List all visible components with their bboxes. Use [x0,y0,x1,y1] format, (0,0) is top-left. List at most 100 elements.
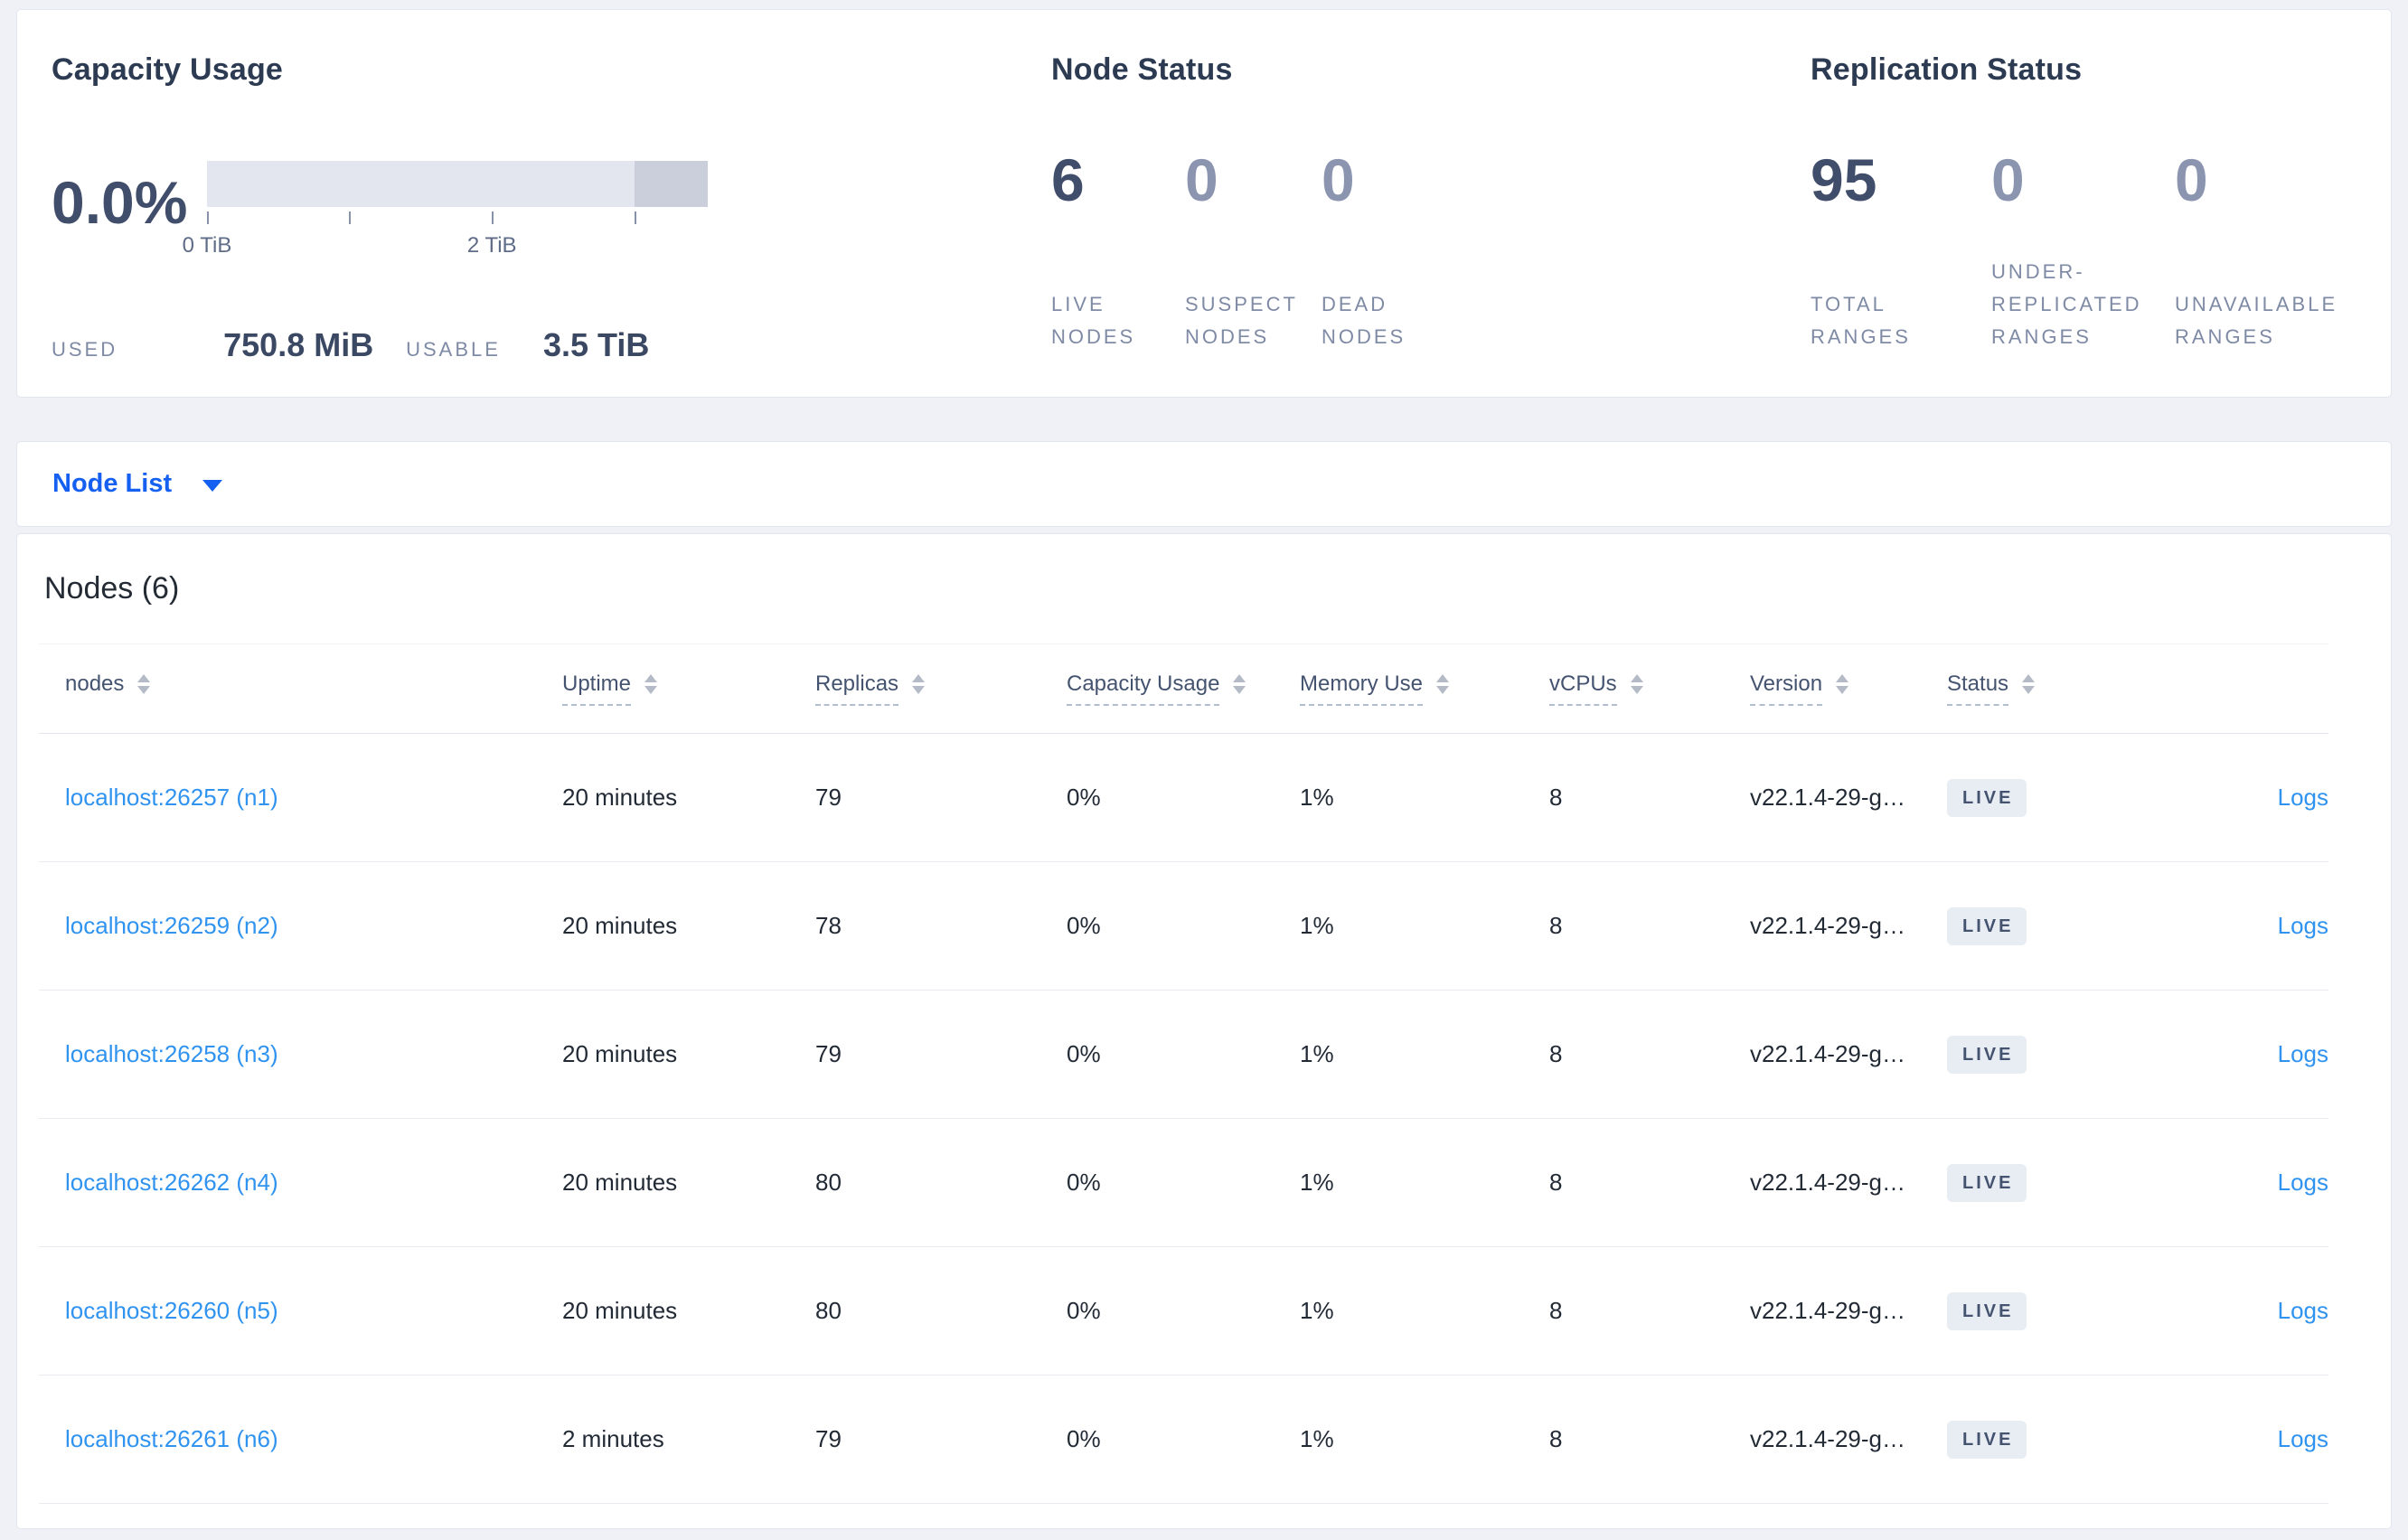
capacity-cell: 0% [1067,912,1101,939]
memory-cell: 1% [1300,784,1334,811]
capacity-axis-labels: 0 TiB 2 TiB [183,232,708,259]
memory-cell: 1% [1300,1297,1334,1324]
column-header-memory[interactable]: Memory Use [1300,671,1549,706]
total-ranges-value: 95 [1811,146,1877,213]
nodes-table-body: localhost:26257 (n1) 20 minutes 79 0% 1% 8 v22… [39,734,2328,1504]
vcpus-cell: 8 [1549,1040,1563,1067]
node-link[interactable]: localhost:26262 (n4) [65,1169,278,1196]
status-cell: LIVE [1947,778,2254,817]
status-cell: LIVE [1947,1420,2254,1459]
status-cell: LIVE [1947,1035,2254,1074]
logs-link[interactable]: Logs [2277,912,2328,939]
capacity-bar-chart: 0 TiB 2 TiB [183,161,708,259]
column-header-version[interactable]: Version [1750,671,1947,706]
capacity-cell: 0% [1067,1040,1101,1067]
column-header-vcpus[interactable]: vCPUs [1549,671,1750,706]
logs-link[interactable]: Logs [2277,1169,2328,1196]
sort-icon [1233,674,1246,694]
sort-icon [912,674,926,694]
column-header-label: nodes [65,671,125,696]
capacity-used-percent: 0.0% [52,169,188,236]
total-ranges-label: TOTAL RANGES [1811,293,1911,348]
replicas-cell: 80 [815,1169,842,1196]
nodes-table: nodes Uptime Replicas Capacity Usage Memory … [39,643,2328,1504]
column-header-label: Memory Use [1300,671,1424,706]
sort-icon [137,674,151,694]
replicas-cell: 78 [815,912,842,939]
column-header-capacity[interactable]: Capacity Usage [1067,671,1300,706]
address-cell: localhost:26260 (n5) [39,1297,562,1325]
view-selector-bar: Node List [16,441,2392,527]
column-header-status[interactable]: Status [1947,671,2254,706]
sort-icon [644,674,658,694]
column-header-label: vCPUs [1549,671,1617,706]
column-header-label: Capacity Usage [1067,671,1220,706]
capacity-axis-tick [492,211,494,224]
under-replicated-ranges-label: UNDER-REPLICATED RANGES [1991,260,2142,348]
column-header-label: Uptime [562,671,632,706]
memory-cell: 1% [1300,1425,1334,1452]
address-cell: localhost:26261 (n6) [39,1425,562,1453]
version-cell: v22.1.4-29-g… [1750,1169,1905,1196]
capacity-totals: USED 750.8 MiB USABLE 3.5 TiB [52,326,865,364]
status-badge: LIVE [1947,1163,2027,1202]
capacity-bar-muted-segment [634,161,708,207]
status-badge: LIVE [1947,778,2027,817]
capacity-bar [207,161,708,207]
column-header-address[interactable]: nodes [39,671,562,706]
node-status-title: Node Status [1051,52,1233,87]
uptime-cell: 2 minutes [562,1425,664,1452]
cluster-summary-panel: Capacity Usage 0.0% 0 TiB 2 TiB USED 750.… [16,9,2392,398]
table-row: localhost:26262 (n4) 20 minutes 80 0% 1% 8 v22… [39,1119,2328,1247]
capacity-axis-tick [634,211,636,224]
node-status-stats: 6 0 0 LIVE NODES SUSPECT NODES DEAD NODE… [1051,150,1467,353]
view-selector-dropdown[interactable]: Node List [52,469,223,499]
replication-status-title: Replication Status [1811,52,2083,87]
capacity-usage-section: Capacity Usage 0.0% 0 TiB 2 TiB USED 750.… [52,52,865,364]
column-header-replicas[interactable]: Replicas [815,671,1067,706]
logs-cell: Logs [2254,1040,2328,1068]
logs-link[interactable]: Logs [2277,1297,2328,1324]
status-cell: LIVE [1947,906,2254,945]
node-link[interactable]: localhost:26258 (n3) [65,1040,278,1067]
vcpus-cell: 8 [1549,1169,1563,1196]
memory-cell: 1% [1300,1169,1334,1196]
replicas-cell: 79 [815,1425,842,1452]
unavailable-ranges-value: 0 [2175,146,2208,213]
vcpus-cell: 8 [1549,1425,1563,1452]
sort-icon [1436,674,1450,694]
logs-link[interactable]: Logs [2277,1425,2328,1452]
suspect-nodes-value: 0 [1185,146,1218,213]
status-badge: LIVE [1947,1420,2027,1459]
node-link[interactable]: localhost:26257 (n1) [65,784,278,811]
uptime-cell: 20 minutes [562,912,678,939]
status-badge: LIVE [1947,1291,2027,1330]
replication-status-section: Replication Status 95 0 0 TOTAL RANGES U… [1811,52,2389,353]
status-badge: LIVE [1947,906,2027,945]
table-row: localhost:26257 (n1) 20 minutes 79 0% 1% 8 v22… [39,734,2328,862]
table-row: localhost:26261 (n6) 2 minutes 79 0% 1% 8 v22.… [39,1376,2328,1504]
node-status-section: Node Status 6 0 0 LIVE NODES SUSPECT NOD… [1051,52,1467,353]
memory-cell: 1% [1300,912,1334,939]
table-row: localhost:26258 (n3) 20 minutes 79 0% 1% 8 v22… [39,991,2328,1119]
logs-cell: Logs [2254,1425,2328,1453]
node-link[interactable]: localhost:26260 (n5) [65,1297,278,1324]
logs-cell: Logs [2254,1297,2328,1325]
logs-link[interactable]: Logs [2277,784,2328,811]
table-row: localhost:26259 (n2) 20 minutes 78 0% 1% 8 v22… [39,862,2328,991]
version-cell: v22.1.4-29-g… [1750,1297,1905,1324]
capacity-axis-tick [349,211,352,224]
nodes-table-panel: Nodes (6) nodes Uptime Replicas Capacity Us… [16,533,2392,1529]
node-link[interactable]: localhost:26261 (n6) [65,1425,278,1452]
logs-cell: Logs [2254,1169,2328,1197]
address-cell: localhost:26259 (n2) [39,912,562,940]
column-header-uptime[interactable]: Uptime [562,671,815,706]
view-selector-label: Node List [52,469,173,498]
replication-status-stats: 95 0 0 TOTAL RANGES UNDER-REPLICATED RAN… [1811,150,2389,353]
capacity-usage-title: Capacity Usage [52,52,284,87]
node-link[interactable]: localhost:26259 (n2) [65,912,278,939]
capacity-axis-tick-label: 2 TiB [466,233,517,258]
memory-cell: 1% [1300,1040,1334,1067]
capacity-cell: 0% [1067,784,1101,811]
logs-link[interactable]: Logs [2277,1040,2328,1067]
